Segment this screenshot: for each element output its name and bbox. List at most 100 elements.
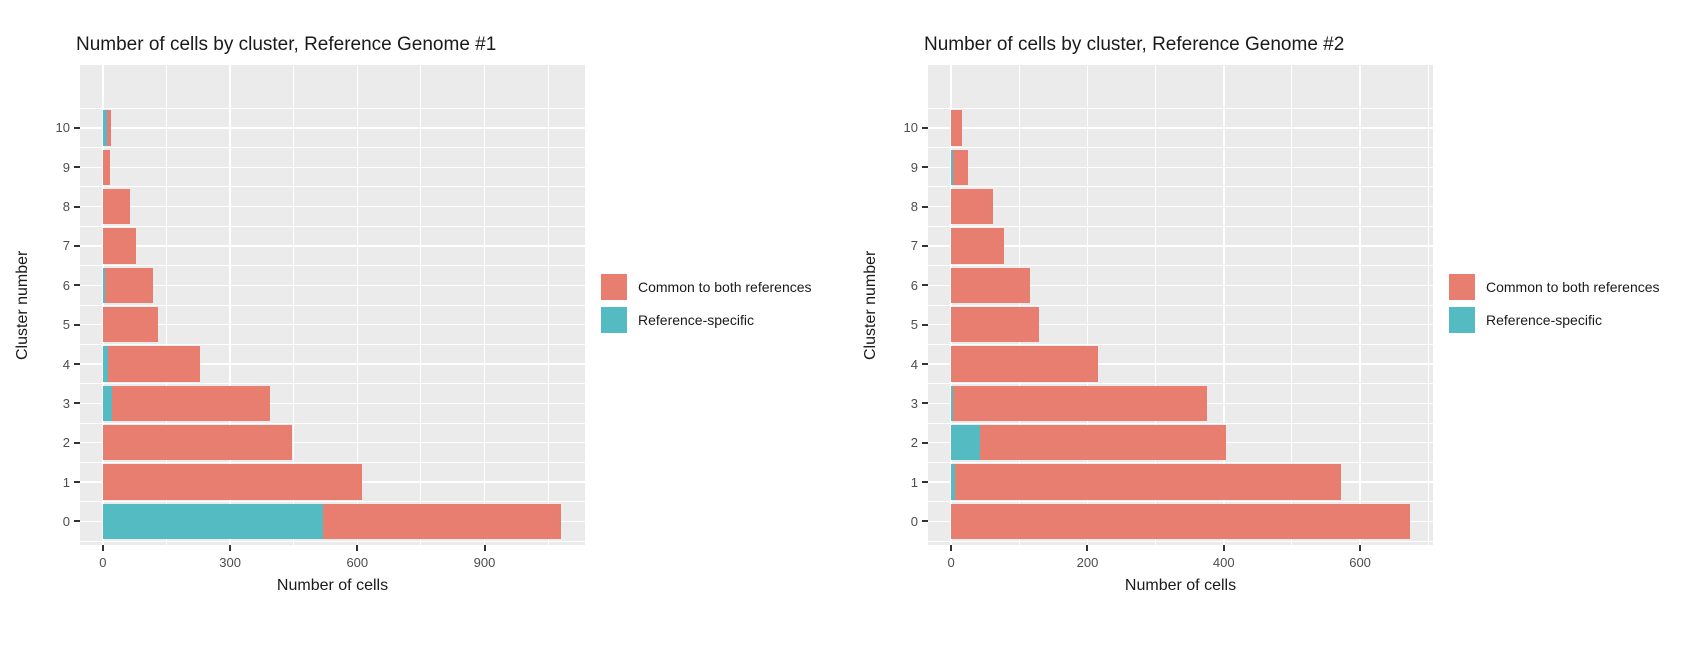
bar-segment-common xyxy=(951,503,1410,540)
bar-segment-specific xyxy=(102,385,113,422)
y-tick-label: 5 xyxy=(62,317,70,333)
x-tick-label: 900 xyxy=(473,555,496,570)
y-tick-mark xyxy=(74,323,80,326)
gridline-minor-y xyxy=(928,304,1433,306)
x-tick-mark xyxy=(950,545,953,551)
bar-segment-common xyxy=(107,110,111,146)
y-tick-mark xyxy=(74,166,80,169)
gridline-minor-y xyxy=(80,383,585,385)
bar-segment-common xyxy=(112,385,270,422)
bar-segment-specific xyxy=(951,425,980,461)
bar-segment-common xyxy=(951,228,1005,264)
bar-segment-common xyxy=(102,306,159,343)
bar-segment-common xyxy=(102,149,111,185)
gridline-major-y xyxy=(80,363,585,365)
x-tick-mark xyxy=(356,545,359,551)
y-tick-mark xyxy=(922,441,928,444)
y-tick-label: 9 xyxy=(910,159,918,175)
gridline-minor-y xyxy=(80,501,585,503)
y-tick-mark xyxy=(922,284,928,287)
legend-swatch-common xyxy=(1449,274,1475,300)
gridline-minor-y xyxy=(928,343,1433,345)
gridline-major-y xyxy=(80,166,585,169)
gridline-major-y xyxy=(80,205,585,208)
plot-panel: 0 200 400 600 0 1 2 3 4 5 6 7 8 9 10 xyxy=(904,65,1433,570)
gridline-minor-y xyxy=(928,422,1433,424)
gridline-minor-y xyxy=(80,422,585,424)
bar-segment-specific xyxy=(102,503,324,540)
x-tick-mark xyxy=(1086,545,1089,551)
gridline-minor-y xyxy=(80,147,585,149)
bar-segment-common xyxy=(951,346,1099,382)
y-tick-mark xyxy=(74,441,80,444)
y-tick-mark xyxy=(74,402,80,405)
x-tick-mark xyxy=(229,545,232,551)
y-tick-mark xyxy=(922,244,928,247)
x-tick-mark xyxy=(483,545,486,551)
legend-item-specific: Reference-specific xyxy=(1449,307,1689,333)
legend-label-common: Common to both references xyxy=(1486,279,1660,295)
bar-segment-common xyxy=(951,188,993,225)
x-tick-label: 0 xyxy=(99,555,107,570)
y-tick-mark xyxy=(922,205,928,208)
bar-segment-specific xyxy=(102,110,108,146)
y-tick-label: 10 xyxy=(903,120,918,136)
bar-segment-common xyxy=(953,385,1207,422)
bar-segment-specific xyxy=(951,385,954,422)
gridline-minor-y xyxy=(928,265,1433,267)
y-tick-mark xyxy=(74,520,80,523)
gridline-major-y xyxy=(928,166,1433,169)
figure-genome-1: Number of cells by cluster, Reference Ge… xyxy=(14,34,841,594)
x-tick-mark xyxy=(1222,545,1225,551)
legend-item-common: Common to both references xyxy=(1449,274,1689,300)
x-axis-label: Number of cells xyxy=(276,577,389,594)
x-tick-label: 600 xyxy=(346,555,369,570)
y-axis-label: Cluster number xyxy=(14,250,31,360)
y-tick-label: 8 xyxy=(910,199,918,215)
y-tick-label: 4 xyxy=(62,356,70,372)
bar-segment-specific xyxy=(951,464,955,500)
gridline-minor-y xyxy=(928,501,1433,503)
y-tick-mark xyxy=(74,284,80,287)
plot-panel: 0 300 600 900 0 1 2 3 4 5 6 7 8 9 10 xyxy=(56,65,585,570)
gridline-minor-y xyxy=(80,265,585,267)
y-tick-label: 1 xyxy=(910,474,918,490)
y-tick-label: 6 xyxy=(910,277,918,293)
legend-label-common: Common to both references xyxy=(638,279,812,295)
y-tick-label: 3 xyxy=(910,395,918,411)
y-tick-mark xyxy=(74,363,80,366)
legend-item-specific: Reference-specific xyxy=(601,307,841,333)
gridline-minor-y xyxy=(80,461,585,463)
x-tick-label: 400 xyxy=(1212,555,1235,570)
bar-segment-common xyxy=(108,346,200,382)
y-tick-label: 0 xyxy=(910,513,918,529)
gridline-major-y xyxy=(928,205,1433,208)
legend-swatch-common xyxy=(601,274,627,300)
bar-segment-common xyxy=(954,464,1341,500)
gridline-minor-y xyxy=(80,304,585,306)
legend-item-common: Common to both references xyxy=(601,274,841,300)
bar-segment-common xyxy=(951,110,963,146)
gridline-major-y xyxy=(80,284,585,287)
y-tick-mark xyxy=(922,323,928,326)
bar-segment-specific xyxy=(951,149,954,185)
bar-segment-common xyxy=(953,149,968,185)
gridline-major-y xyxy=(928,245,1433,247)
gridline-major-y xyxy=(928,363,1433,365)
gridline-major-y xyxy=(928,323,1433,326)
gridline-major-y xyxy=(80,245,585,247)
gridline-major-y xyxy=(80,323,585,326)
legend: Common to both references Reference-spec… xyxy=(601,274,841,340)
x-tick-mark xyxy=(101,545,104,551)
y-tick-mark xyxy=(922,520,928,523)
gridline-major-y xyxy=(80,127,585,129)
y-tick-mark xyxy=(74,244,80,247)
gridline-minor-y xyxy=(928,383,1433,385)
legend: Common to both references Reference-spec… xyxy=(1449,274,1689,340)
y-tick-label: 7 xyxy=(910,238,918,254)
gridline-minor-y xyxy=(928,147,1433,149)
bar-segment-common xyxy=(102,188,131,225)
y-tick-mark xyxy=(922,363,928,366)
gridline-minor-y xyxy=(928,540,1433,542)
gridline-major-y xyxy=(928,127,1433,129)
